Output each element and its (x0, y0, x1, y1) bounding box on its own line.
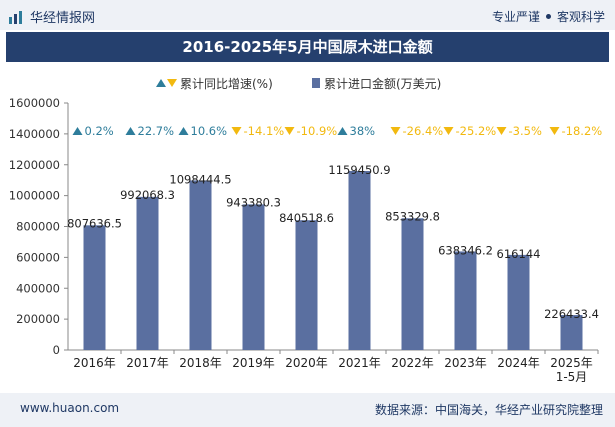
bar-6 (348, 171, 371, 350)
value-labels: 807636.5 992068.3 1098444.5 943380.3 840518.… (67, 163, 599, 321)
axes: 0 200000 400000 600000 800000 1000000 1200000 1… (9, 96, 599, 384)
growth-down-triangle-icon (390, 127, 401, 135)
huajing-logo-icon (9, 10, 22, 24)
y-tick-label: 1000000 (9, 189, 60, 203)
brand-name: 华经情报网 (30, 11, 96, 26)
growth-down-triangle-icon (284, 127, 295, 135)
y-tick-label: 1600000 (9, 96, 60, 110)
bars (83, 171, 583, 350)
slogan-right: 客观科学 (556, 10, 605, 24)
x-tick-label: 1-5月 (556, 370, 588, 384)
bar-7 (401, 218, 424, 350)
footer-url: www.huaon.com (20, 401, 120, 415)
x-tick-label: 2021年 (338, 356, 381, 370)
x-tick-label: 2020年 (285, 356, 328, 370)
x-tick-label: 2023年 (444, 356, 487, 370)
data-label: 226433.4 (544, 307, 599, 321)
x-tick-label: 2018年 (179, 356, 222, 370)
data-label: 638346.2 (438, 243, 493, 257)
growth-down-triangle-icon (496, 127, 507, 135)
data-label: 992068.3 (120, 188, 175, 202)
growth-label: -14.1% (244, 124, 285, 138)
growth-row: 0.2% 22.7% 10.6% -14.1% -10.9% 38% -26.4% -25.2… (72, 124, 603, 138)
bar-2 (136, 196, 159, 350)
slogan-left: 专业严谨 (491, 10, 540, 24)
data-label: 853329.8 (385, 209, 440, 223)
growth-label: -18.2% (562, 124, 603, 138)
y-tick-label: 600000 (16, 250, 60, 264)
bar-4 (242, 204, 265, 350)
x-tick-label: 2017年 (126, 356, 169, 370)
growth-up-triangle-icon (337, 127, 348, 135)
growth-label: 38% (350, 124, 376, 138)
legend-amount-label: 累计进口金额(万美元) (324, 76, 441, 91)
top-bar: 华经情报网 专业严谨 客观科学 (0, 0, 615, 30)
data-label: 1098444.5 (169, 172, 231, 186)
bullet-dot-icon (545, 14, 551, 19)
x-tick-label: 2024年 (497, 356, 540, 370)
growth-label: -10.9% (297, 124, 338, 138)
slogan: 专业严谨 客观科学 (492, 8, 605, 25)
legend-down-triangle-icon (167, 79, 177, 87)
growth-label: -26.4% (403, 124, 444, 138)
y-tick-label: 200000 (16, 312, 60, 326)
footer: www.huaon.com 数据来源：中国海关，华经产业研究院整理 (0, 393, 615, 427)
bar-8 (454, 251, 477, 350)
footer-source: 数据来源：中国海关，华经产业研究院整理 (374, 403, 603, 417)
data-label: 943380.3 (226, 195, 281, 209)
data-label: 616144 (497, 247, 541, 261)
growth-down-triangle-icon (549, 127, 560, 135)
growth-label: 10.6% (191, 124, 228, 138)
growth-label: 0.2% (85, 124, 114, 138)
legend: 累计同比增速(%) 累计进口金额(万美元) (156, 76, 441, 91)
y-tick-label: 1200000 (9, 158, 60, 172)
bar-10 (560, 315, 583, 350)
y-tick-label: 0 (53, 343, 60, 357)
legend-up-triangle-icon (156, 79, 166, 87)
x-tick-label: 2019年 (232, 356, 275, 370)
x-tick-label: 2016年 (73, 356, 116, 370)
growth-down-triangle-icon (443, 127, 454, 135)
growth-down-triangle-icon (231, 127, 242, 135)
growth-label: 22.7% (138, 124, 175, 138)
growth-up-triangle-icon (72, 127, 83, 135)
bar-1 (83, 225, 106, 350)
data-label: 807636.5 (67, 216, 122, 230)
x-tick-label: 2025年 (550, 356, 593, 370)
chart-title: 2016-2025年5月中国原木进口金额 (6, 32, 609, 62)
x-tick-label: 2022年 (391, 356, 434, 370)
growth-up-triangle-icon (178, 127, 189, 135)
y-tick-label: 1400000 (9, 127, 60, 141)
growth-up-triangle-icon (125, 127, 136, 135)
growth-label: -25.2% (456, 124, 497, 138)
y-tick-label: 400000 (16, 281, 60, 295)
data-label: 840518.6 (279, 211, 334, 225)
bar-9 (507, 254, 530, 350)
growth-label: -3.5% (509, 124, 542, 138)
legend-bar-swatch (312, 78, 320, 88)
legend-growth-label: 累计同比增速(%) (180, 77, 273, 91)
bar-5 (295, 220, 318, 350)
data-label: 1159450.9 (328, 163, 390, 177)
brand: 华经情报网 (8, 7, 95, 26)
bar-3 (189, 180, 212, 350)
y-tick-label: 800000 (16, 220, 60, 234)
